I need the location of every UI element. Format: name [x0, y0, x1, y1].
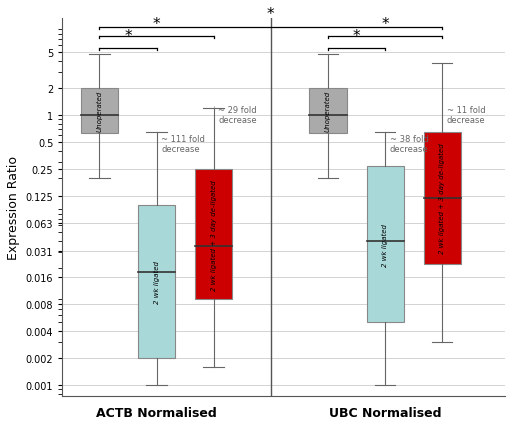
- Bar: [138, 205, 175, 358]
- Text: ~ 11 fold
decrease: ~ 11 fold decrease: [447, 105, 485, 125]
- Bar: [195, 170, 232, 299]
- Text: 2 wk ligated + 3 day de-ligated: 2 wk ligated + 3 day de-ligated: [210, 179, 217, 290]
- Text: *: *: [353, 29, 360, 44]
- Bar: [423, 132, 461, 265]
- Text: Unoperated: Unoperated: [96, 91, 102, 132]
- Bar: [81, 89, 118, 134]
- Text: Unoperated: Unoperated: [325, 91, 331, 132]
- Text: *: *: [381, 17, 389, 32]
- Text: *: *: [267, 7, 274, 23]
- Text: 2 wk ligated: 2 wk ligated: [154, 260, 160, 303]
- Y-axis label: Expression Ratio: Expression Ratio: [7, 155, 20, 259]
- Bar: [309, 89, 347, 134]
- Text: ~ 38 fold
decrease: ~ 38 fold decrease: [390, 134, 429, 154]
- Text: 2 wk ligated: 2 wk ligated: [382, 223, 388, 266]
- Text: *: *: [124, 29, 132, 44]
- Text: 2 wk ligated + 3 day de-ligated: 2 wk ligated + 3 day de-ligated: [439, 143, 445, 254]
- Bar: [367, 167, 403, 322]
- Text: ~ 29 fold
decrease: ~ 29 fold decrease: [218, 105, 257, 125]
- Text: ~ 111 fold
decrease: ~ 111 fold decrease: [161, 134, 205, 154]
- Text: *: *: [153, 17, 160, 32]
